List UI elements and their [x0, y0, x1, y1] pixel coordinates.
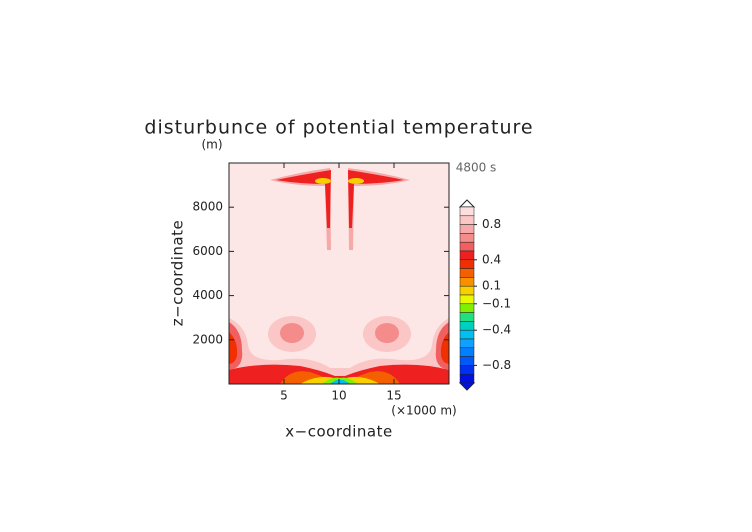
colorbar-segment: [459, 356, 475, 366]
x-unit: (×1000 m): [391, 404, 456, 418]
colorbar-segment: [459, 312, 475, 322]
y-tick-label: 2000: [192, 332, 223, 346]
y-tick-label: 4000: [192, 288, 223, 302]
y-tick-label: 8000: [192, 200, 223, 214]
colorbar-segment: [459, 259, 475, 269]
y-tick-label: 6000: [192, 244, 223, 258]
colorbar-segment: [459, 277, 475, 287]
chart-title: disturbunce of potential temperature: [144, 117, 533, 139]
colorbar-segment: [459, 294, 475, 305]
colorbar-segment: [459, 347, 475, 357]
colorbar-segment: [459, 329, 475, 340]
colorbar-tick-label: 0.4: [482, 252, 501, 266]
colorbar-segment: [459, 224, 475, 234]
colorbar-tick-label: 0.1: [482, 279, 501, 293]
colorbar-segment: [459, 373, 475, 384]
colorbar-segment: [459, 321, 475, 331]
colorbar-extend-bottom: [458, 382, 476, 391]
x-tick-label: 15: [386, 389, 401, 403]
colorbar-segment: [459, 365, 475, 375]
colorbar-tick-label: −0.4: [482, 323, 511, 337]
colorbar-segment: [459, 338, 475, 349]
colorbar-segment: [459, 206, 475, 217]
colorbar-segment: [459, 268, 475, 278]
colorbar-tick-label: −0.8: [482, 358, 511, 372]
colorbar-segment: [459, 215, 475, 225]
x-tick-label: 10: [331, 389, 346, 403]
contour-field: [229, 163, 449, 384]
colorbar-segment: [459, 285, 475, 296]
x-tick-label: 5: [280, 389, 288, 403]
colorbar-segment: [459, 241, 475, 252]
colorbar-segment: [459, 250, 475, 261]
colorbar-segment: [459, 303, 475, 313]
colorbar-segment: [459, 233, 475, 243]
colorbar-extend-top: [458, 199, 476, 208]
y-axis-label: z−coordinate: [169, 220, 187, 326]
colorbar-tick-label: −0.1: [482, 296, 511, 310]
y-unit: (m): [201, 138, 222, 152]
time-label: 4800 s: [456, 161, 497, 175]
colorbar-tick-label: 0.8: [482, 217, 501, 231]
x-axis-label: x−coordinate: [285, 423, 392, 441]
